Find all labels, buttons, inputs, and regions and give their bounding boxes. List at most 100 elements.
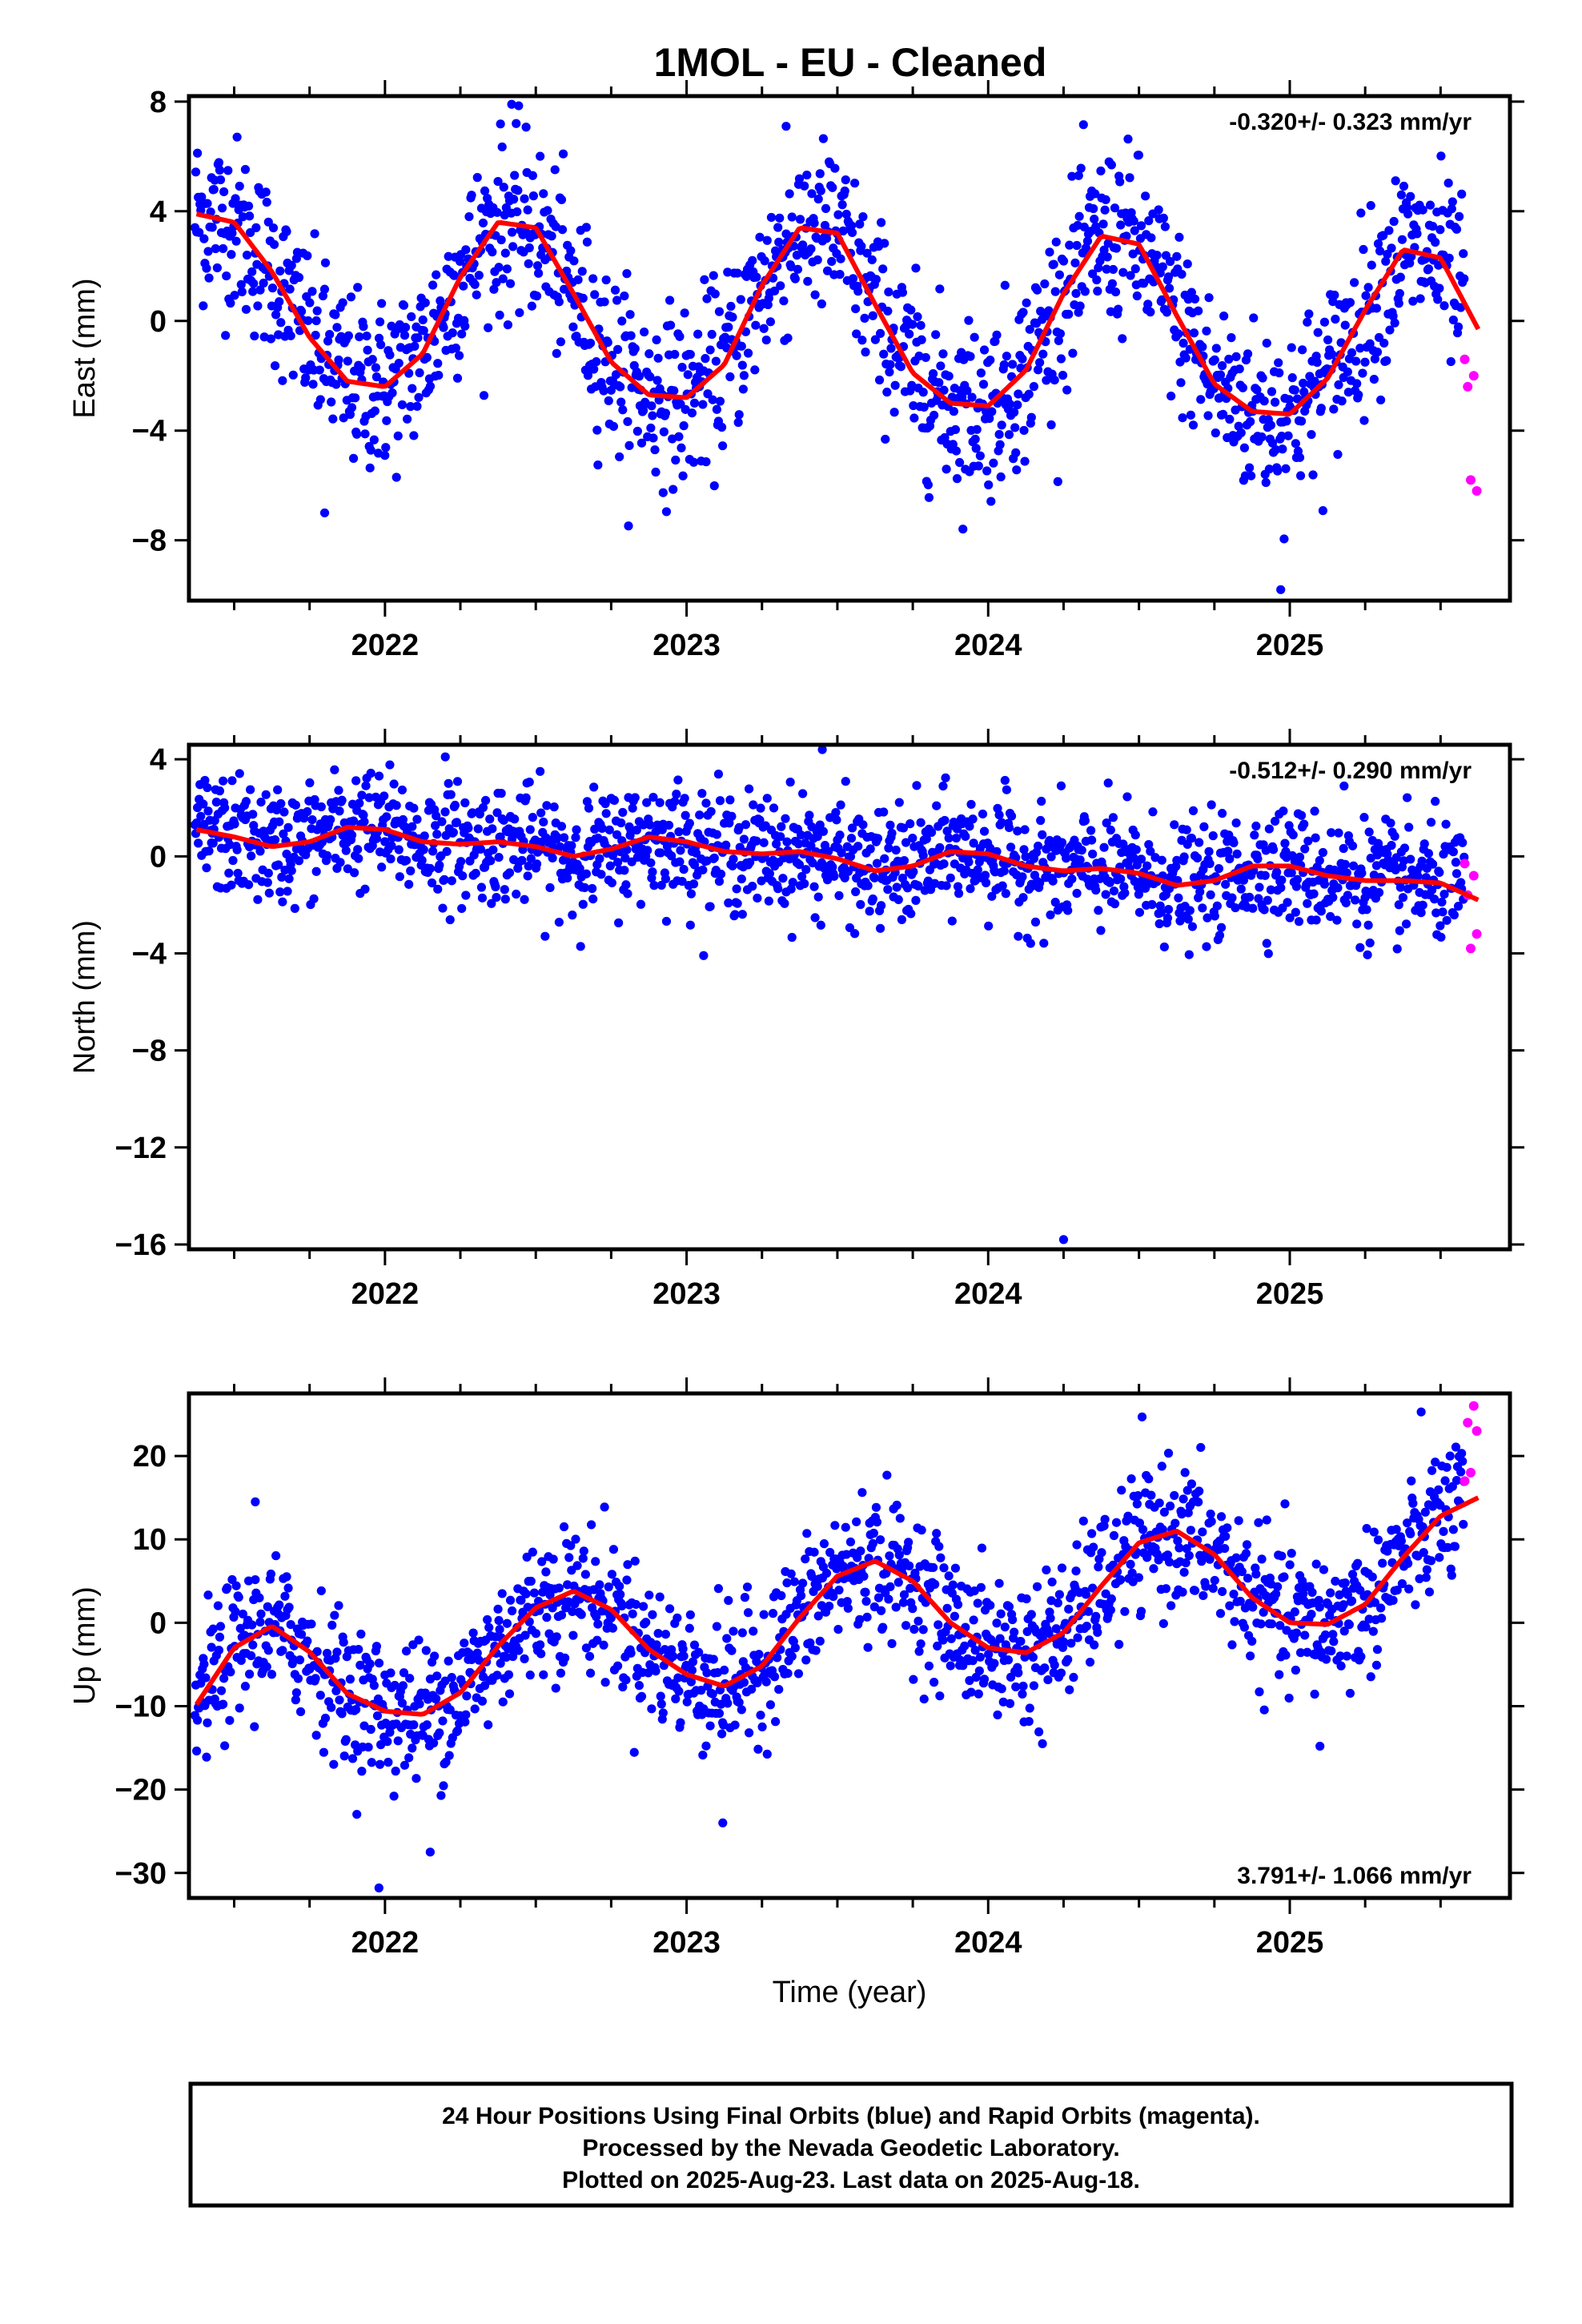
- final-orbit-point: [1248, 1602, 1258, 1612]
- final-orbit-point: [548, 853, 557, 863]
- final-orbit-point: [214, 158, 224, 167]
- final-orbit-point: [1456, 1467, 1466, 1477]
- final-orbit-point: [421, 1646, 431, 1655]
- final-orbit-point: [702, 1668, 712, 1678]
- final-orbit-point: [275, 887, 285, 897]
- final-orbit-point: [1175, 916, 1185, 926]
- final-orbit-point: [1211, 344, 1221, 353]
- final-orbit-point: [670, 349, 680, 360]
- y-tick-label: 10: [133, 1523, 167, 1557]
- final-orbit-point: [1326, 1588, 1335, 1598]
- final-orbit-point: [935, 842, 945, 853]
- final-orbit-point: [652, 1640, 661, 1650]
- final-orbit-point: [308, 380, 318, 389]
- final-orbit-point: [406, 866, 416, 876]
- final-orbit-point: [1378, 1558, 1387, 1568]
- final-orbit-point: [1022, 1594, 1031, 1604]
- final-orbit-point: [592, 1612, 601, 1622]
- final-orbit-point: [950, 1563, 961, 1573]
- final-orbit-point: [1091, 1611, 1101, 1621]
- final-orbit-point: [809, 1547, 819, 1557]
- final-orbit-point: [484, 1622, 494, 1632]
- final-orbit-point: [353, 845, 363, 854]
- final-orbit-point: [1026, 1610, 1036, 1619]
- final-orbit-point: [674, 827, 684, 837]
- final-orbit-point: [1069, 1672, 1078, 1683]
- final-orbit-point: [1088, 849, 1098, 859]
- final-orbit-point: [488, 247, 497, 257]
- final-orbit-point: [1342, 868, 1351, 878]
- y-tick-label: 0: [150, 840, 167, 874]
- final-orbit-point: [989, 458, 998, 468]
- final-orbit-point: [830, 163, 840, 173]
- final-orbit-point: [305, 298, 315, 308]
- final-orbit-point: [1105, 878, 1114, 887]
- final-orbit-point: [713, 1584, 724, 1594]
- final-orbit-point: [354, 1644, 363, 1655]
- final-orbit-point: [460, 321, 470, 331]
- final-orbit-point: [293, 1674, 303, 1683]
- final-orbit-point: [1163, 905, 1174, 915]
- final-orbit-point: [517, 855, 527, 866]
- final-orbit-point: [1146, 233, 1156, 243]
- final-orbit-point: [880, 854, 889, 863]
- final-orbit-point: [202, 1752, 211, 1762]
- final-orbit-point: [447, 876, 456, 886]
- final-orbit-point: [240, 165, 251, 175]
- final-orbit-point: [513, 186, 523, 195]
- final-orbit-point: [1368, 1626, 1378, 1636]
- final-orbit-point: [448, 328, 457, 338]
- rapid-orbit-point: [1472, 929, 1482, 939]
- final-orbit-point: [585, 1668, 596, 1678]
- final-orbit-point: [1181, 1558, 1191, 1568]
- final-orbit-point: [1146, 308, 1155, 317]
- final-orbit-point: [235, 1623, 245, 1633]
- final-orbit-point: [1002, 352, 1011, 361]
- final-orbit-point: [984, 480, 994, 490]
- final-orbit-point: [418, 315, 428, 325]
- final-orbit-point: [1413, 871, 1423, 881]
- final-orbit-point: [514, 101, 524, 111]
- final-orbit-point: [1248, 903, 1258, 913]
- final-orbit-point: [795, 215, 805, 224]
- final-orbit-point: [1364, 827, 1374, 837]
- final-orbit-point: [979, 345, 990, 355]
- final-orbit-point: [1210, 355, 1219, 364]
- final-orbit-point: [1395, 926, 1404, 935]
- final-orbit-point: [857, 241, 866, 251]
- final-orbit-point: [786, 884, 796, 894]
- final-orbit-point: [385, 1727, 395, 1737]
- final-orbit-point: [769, 1672, 780, 1682]
- final-orbit-point: [478, 802, 488, 813]
- final-orbit-point: [1225, 1601, 1235, 1610]
- final-orbit-point: [730, 910, 740, 919]
- final-orbit-point: [1435, 225, 1445, 235]
- final-orbit-point: [689, 398, 700, 408]
- final-orbit-point: [541, 1567, 551, 1577]
- final-orbit-point: [604, 825, 614, 834]
- final-orbit-point: [842, 1597, 852, 1606]
- final-orbit-point: [1359, 416, 1369, 425]
- final-orbit-point: [613, 344, 623, 354]
- final-orbit-point: [1230, 1617, 1239, 1626]
- final-orbit-point: [1277, 431, 1287, 441]
- final-orbit-point: [1129, 853, 1138, 863]
- final-orbit-point: [1344, 1620, 1355, 1630]
- final-orbit-point: [315, 365, 324, 375]
- final-orbit-point: [894, 798, 904, 807]
- final-orbit-point: [1094, 906, 1103, 915]
- final-orbit-point: [857, 336, 867, 345]
- final-orbit-point: [1450, 1542, 1460, 1551]
- final-orbit-point: [276, 318, 286, 328]
- final-orbit-point: [1100, 205, 1110, 215]
- final-orbit-point: [417, 855, 427, 865]
- final-orbit-point: [1183, 915, 1193, 924]
- final-orbit-point: [1259, 396, 1269, 406]
- final-orbit-point: [343, 331, 353, 340]
- final-orbit-point: [447, 1673, 456, 1683]
- final-orbit-point: [1328, 893, 1338, 903]
- final-orbit-point: [436, 1791, 446, 1800]
- rapid-orbit-point: [1466, 943, 1476, 954]
- final-orbit-point: [232, 845, 242, 854]
- y-tick-label: −20: [115, 1774, 167, 1807]
